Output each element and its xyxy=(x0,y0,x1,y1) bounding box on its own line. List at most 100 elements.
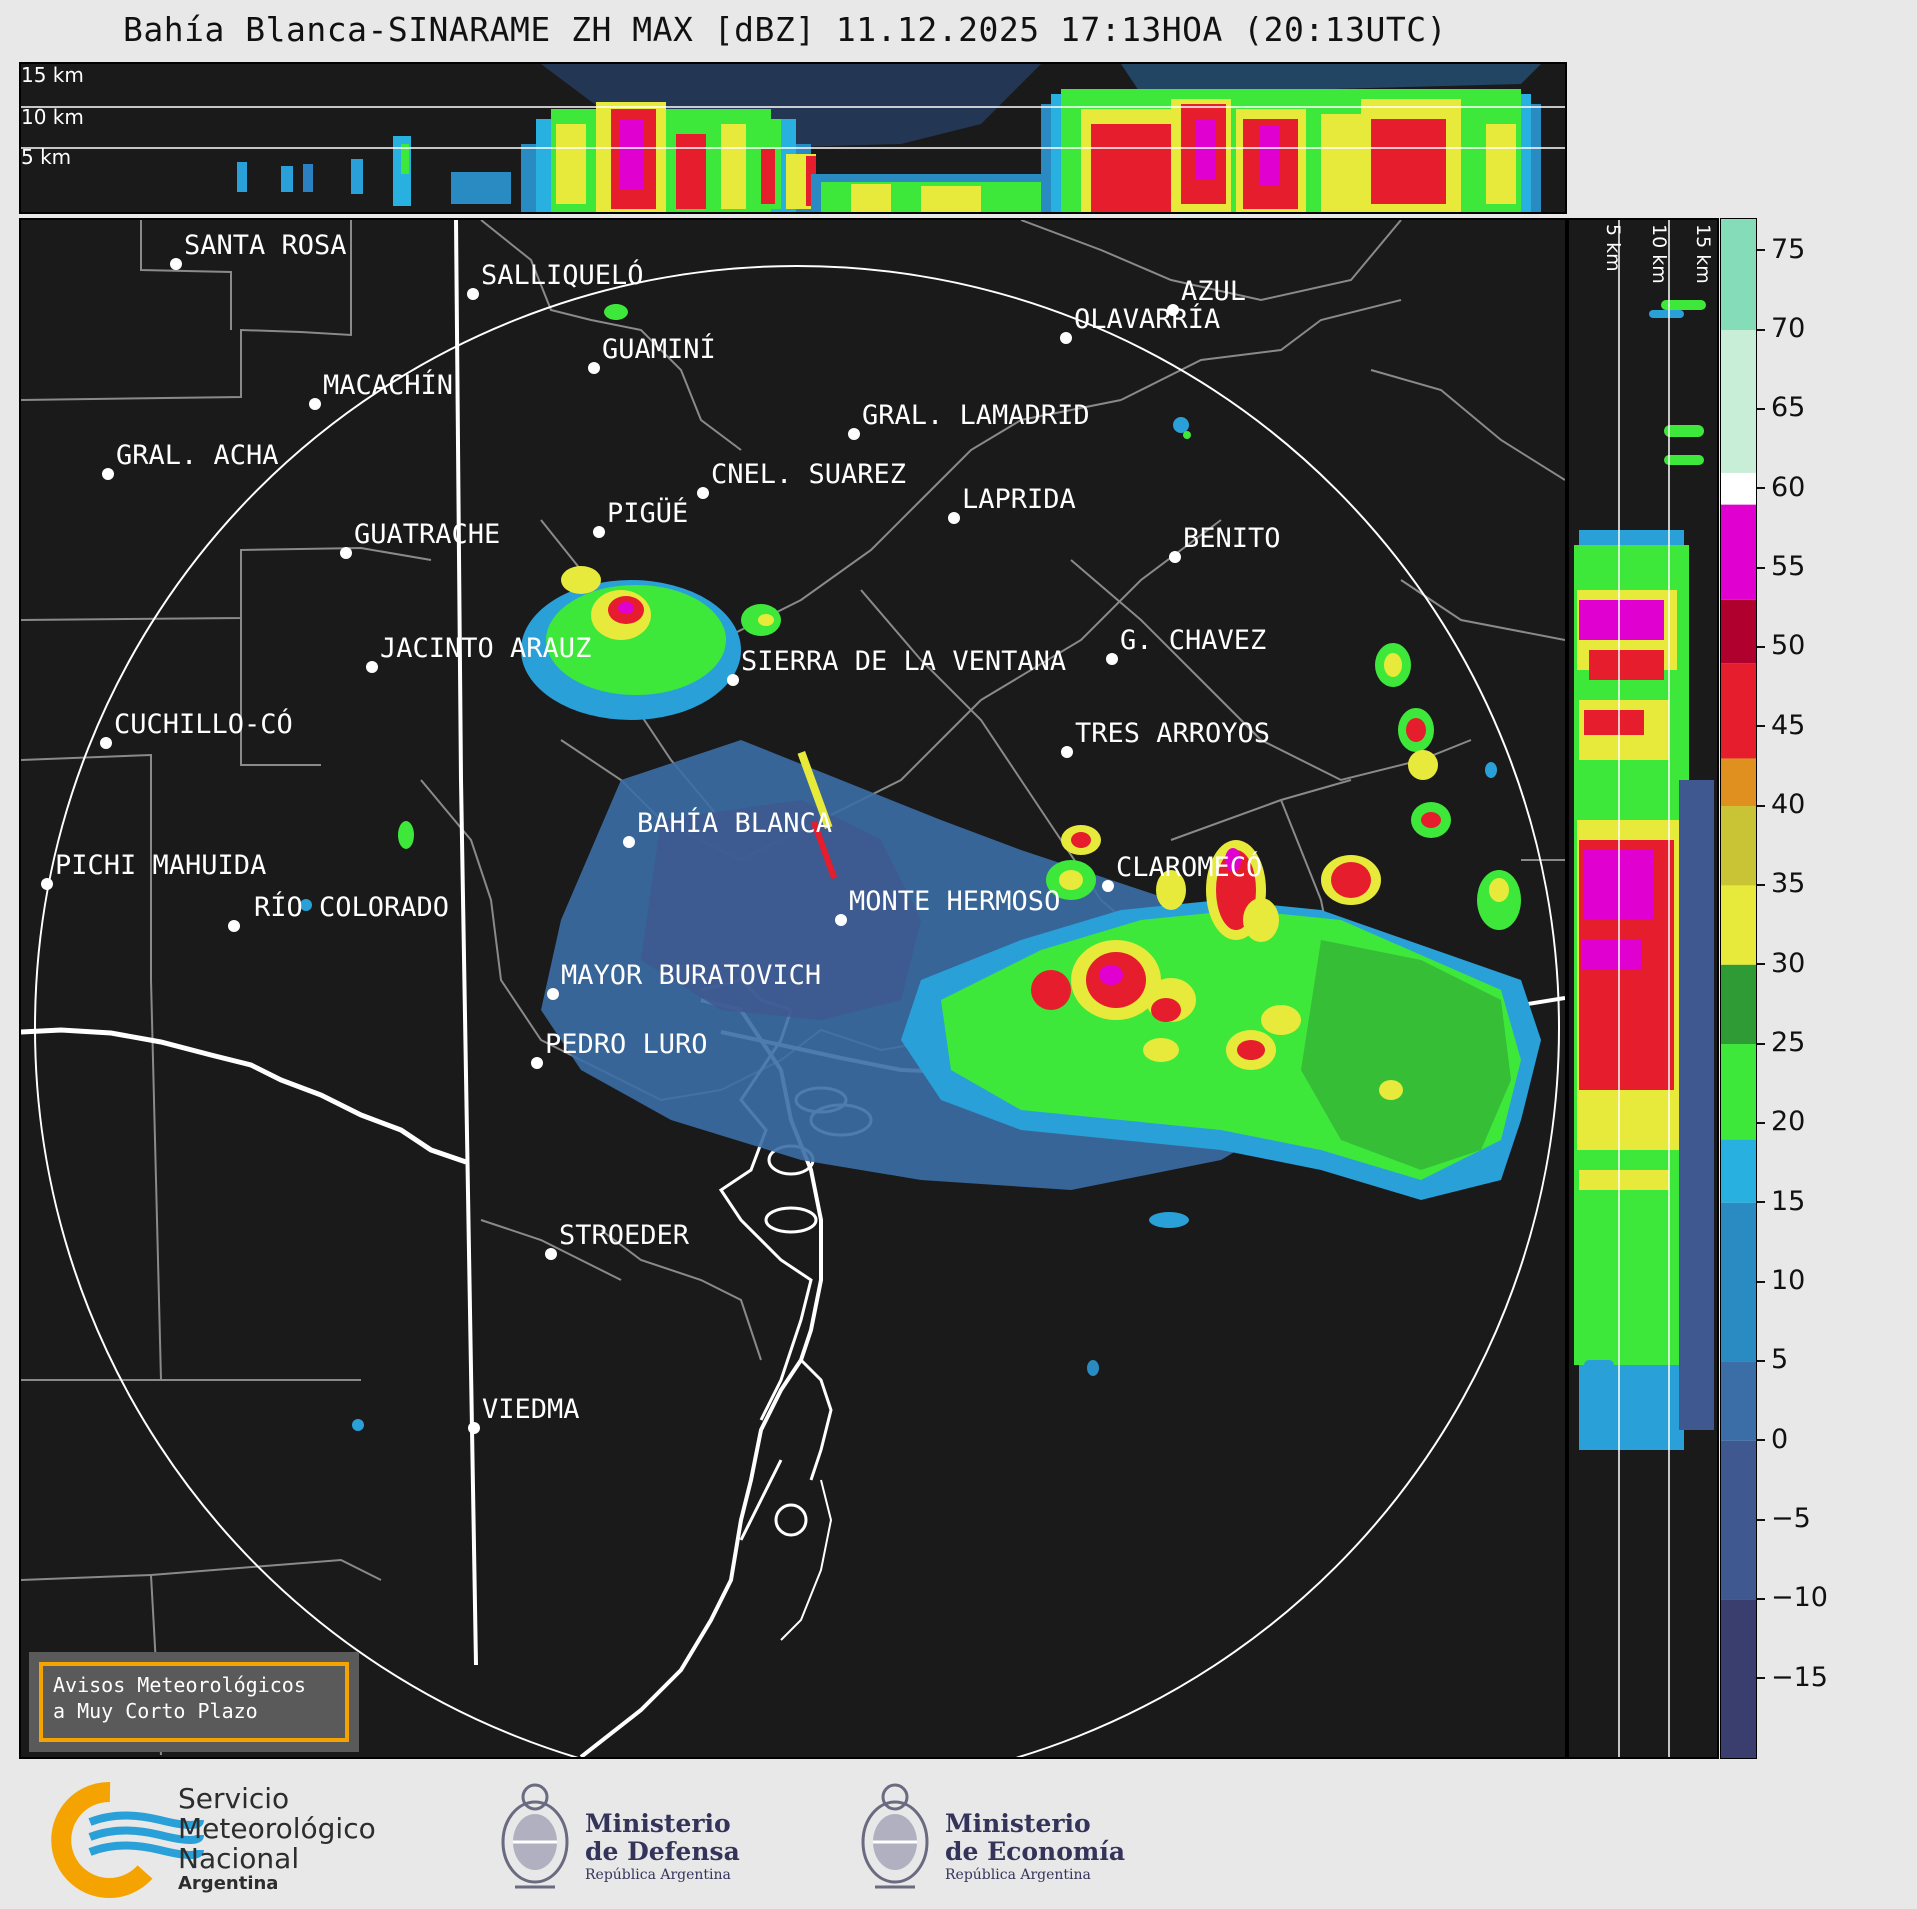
city-label: SALLIQUELÓ xyxy=(481,259,644,291)
top-label-5km: 5 km xyxy=(21,145,71,169)
city-dot xyxy=(1167,304,1179,316)
colorbar-band xyxy=(1721,885,1756,965)
radar-echoes xyxy=(300,304,1541,1431)
colorbar-band xyxy=(1721,330,1756,473)
colorbar-band xyxy=(1721,1202,1756,1362)
city-marker: CNEL. SUAREZ xyxy=(697,459,906,499)
colorbar-ticks: 75 70 65 60 55 50 45 40 35 30 25 20 15 10 5 0 −5 −10 −15 xyxy=(1757,218,1917,1759)
economia-line-1: Ministerio xyxy=(945,1809,1091,1838)
city-label: GRAL. ACHA xyxy=(116,440,279,471)
colorbar-band xyxy=(1721,472,1756,505)
top-label-15km: 15 km xyxy=(21,64,84,87)
city-dot xyxy=(1060,332,1072,344)
city-dot xyxy=(467,288,479,300)
city-marker: TRES ARROYOS xyxy=(1061,718,1270,758)
city-dot xyxy=(545,1248,557,1260)
colorbar-tick-label: 0 xyxy=(1757,1424,1788,1455)
city-label: MONTE HERMOSO xyxy=(849,886,1060,917)
city-marker: GUATRACHE xyxy=(340,519,500,559)
colorbar-tick-label: 60 xyxy=(1757,472,1805,503)
economia-line-3: República Argentina xyxy=(945,1867,1091,1883)
top-echoes xyxy=(237,64,1541,212)
colorbar-tick-label: 50 xyxy=(1757,630,1805,661)
city-label: CUCHILLO-CÓ xyxy=(114,708,293,740)
city-label: MACACHÍN xyxy=(323,369,453,401)
city-marker: GUAMINÍ xyxy=(588,333,716,374)
city-dot xyxy=(848,428,860,440)
smn-line-3: Nacional xyxy=(178,1842,300,1875)
city-label: GUATRACHE xyxy=(354,519,500,550)
city-dot xyxy=(547,988,559,1000)
city-dot xyxy=(623,836,635,848)
city-marker: SALLIQUELÓ xyxy=(467,259,644,300)
top-cross-section: 15 km 10 km 5 km xyxy=(19,62,1567,214)
city-dot xyxy=(588,362,600,374)
city-marker: SIERRA DE LA VENTANA xyxy=(727,646,1066,686)
city-dot xyxy=(102,468,114,480)
economia-seal-icon xyxy=(861,1783,929,1889)
smn-text: Servicio Meteorológico Nacional Argentin… xyxy=(178,1784,376,1894)
city-dot xyxy=(309,398,321,410)
colorbar-band xyxy=(1721,663,1756,759)
colorbar-band xyxy=(1721,758,1756,807)
city-label: OLAVARRÍA xyxy=(1074,303,1220,335)
city-dot xyxy=(340,547,352,559)
city-marker: AZUL xyxy=(1167,276,1246,316)
colorbar-tick-label: 40 xyxy=(1757,789,1805,820)
city-marker: BENITO xyxy=(1169,523,1281,563)
colorbar-band xyxy=(1721,504,1756,600)
city-label: TRES ARROYOS xyxy=(1075,718,1270,749)
city-marker: RÍO COLORADO xyxy=(228,891,449,932)
colorbar-tick-label: 20 xyxy=(1757,1106,1805,1137)
smn-line-1: Servicio xyxy=(178,1782,290,1815)
radar-range-ring xyxy=(34,265,1560,1757)
city-marker: SANTA ROSA xyxy=(170,230,347,270)
city-marker: PICHI MAHUIDA xyxy=(41,850,266,890)
map-title: Bahía Blanca-SINARAME ZH MAX [dBZ] 11.12… xyxy=(123,10,1447,49)
city-label: CNEL. SUAREZ xyxy=(711,459,906,490)
radar-map: SANTA ROSA SALLIQUELÓ AZUL OLAVARRÍA GUAMINÍ… xyxy=(19,218,1567,1759)
colorbar-tick-label: 10 xyxy=(1757,1265,1805,1296)
city-label: CLAROMECÓ xyxy=(1116,851,1262,883)
colorbar-band xyxy=(1721,219,1756,331)
city-dot xyxy=(366,661,378,673)
city-dot xyxy=(948,512,960,524)
side-echoes xyxy=(1574,300,1714,1450)
side-label-15km: 15 km xyxy=(1692,224,1714,284)
colorbar-tick-label: 70 xyxy=(1757,313,1805,344)
city-label: MAYOR BURATOVICH xyxy=(561,960,821,991)
city-label: SIERRA DE LA VENTANA xyxy=(741,646,1066,677)
city-label: PIGÜÉ xyxy=(607,497,688,529)
city-label: G. CHAVEZ xyxy=(1120,625,1266,656)
city-marker: MAYOR BURATOVICH xyxy=(547,960,821,1000)
city-dot xyxy=(100,737,112,749)
city-label: PEDRO LURO xyxy=(545,1029,708,1060)
city-dot xyxy=(593,526,605,538)
defensa-line-2: de Defensa xyxy=(585,1837,740,1866)
city-label: GRAL. LAMADRID xyxy=(862,400,1090,431)
city-marker: PEDRO LURO xyxy=(531,1029,708,1069)
colorbar-band xyxy=(1721,1044,1756,1140)
city-dot xyxy=(697,487,709,499)
colorbar-band xyxy=(1721,1440,1756,1600)
city-marker: CLAROMECÓ xyxy=(1102,851,1262,892)
colorbar-band xyxy=(1721,599,1756,664)
city-dot xyxy=(1102,880,1114,892)
city-dot xyxy=(468,1422,480,1434)
warning-line-2: a Muy Corto Plazo xyxy=(53,1699,258,1723)
colorbar-tick-label: −5 xyxy=(1757,1503,1811,1534)
colorbar-tick-label: 5 xyxy=(1757,1344,1788,1375)
city-marker: GRAL. LAMADRID xyxy=(848,400,1090,440)
city-dot xyxy=(1106,653,1118,665)
warning-line-1: Avisos Meteorológicos xyxy=(53,1673,306,1697)
city-dot xyxy=(41,878,53,890)
city-label: STROEDER xyxy=(559,1220,690,1251)
side-label-10km: 10 km xyxy=(1648,224,1670,284)
city-dot xyxy=(1061,746,1073,758)
city-label: JACINTO ARAUZ xyxy=(380,633,591,664)
colorbar-tick-label: 55 xyxy=(1757,551,1805,582)
side-label-5km: 5 km xyxy=(1602,224,1624,272)
city-label: AZUL xyxy=(1181,276,1246,307)
warning-box[interactable]: Avisos Meteorológicos a Muy Corto Plazo xyxy=(29,1652,359,1752)
